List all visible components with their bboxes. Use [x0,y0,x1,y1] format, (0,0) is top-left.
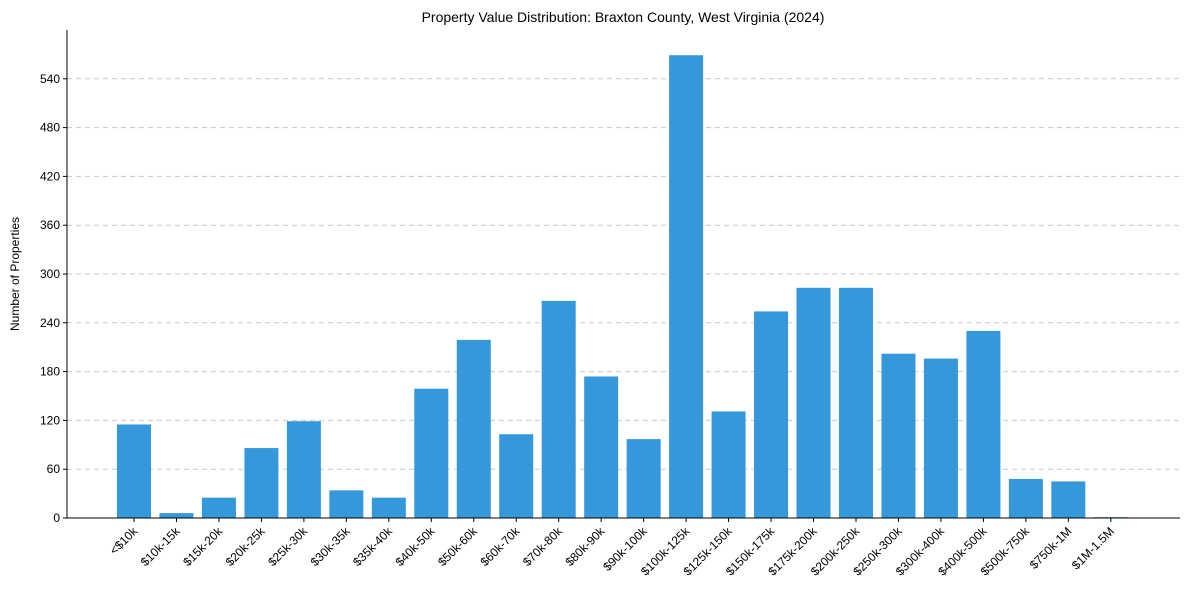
bar [669,55,704,519]
x-tick-label: $40k-50k [393,524,439,570]
bar [456,339,491,518]
y-tick-label: 60 [47,462,61,476]
y-tick-label: 120 [40,413,60,427]
x-tick-label: $750k-1M [1027,524,1075,572]
y-tick-label: 180 [40,365,60,379]
y-tick-label: 0 [53,511,60,525]
bar [1051,481,1086,518]
bar [796,287,831,518]
x-tick-label: <$10k [107,524,141,558]
bar [584,376,619,518]
x-tick-label: $20k-25k [223,524,269,570]
y-axis-label: Number of Properties [8,217,22,331]
bar [371,497,406,518]
x-tick-label: $25k-30k [265,524,311,570]
bar [754,311,789,518]
x-tick-label: $35k-40k [350,524,396,570]
bar [626,439,661,518]
bar [244,448,279,518]
bar [117,424,151,518]
bar [499,434,534,518]
x-tick-layer: <$10k$10k-15k$15k-20k$20k-25k$25k-30k$30… [107,518,1117,578]
bar [541,300,576,518]
bar [881,353,916,518]
chart-title: Property Value Distribution: Braxton Cou… [422,9,825,25]
bar [923,358,958,518]
y-tick-label: 360 [40,218,60,232]
bar [838,287,873,518]
bar [286,421,321,518]
y-tick-label: 300 [40,267,60,281]
bar [966,330,1001,518]
bar [1008,478,1043,518]
y-tick-label: 240 [40,316,60,330]
x-tick-label: $70k-80k [520,524,566,570]
bar [414,388,449,518]
bar [711,411,746,518]
bar [159,513,194,518]
y-tick-label: 420 [40,169,60,183]
bar [329,490,364,518]
y-tick-label: 540 [40,72,60,86]
x-tick-label: $60k-70k [478,524,524,570]
bar [201,497,236,518]
x-tick-label: $30k-35k [308,524,354,570]
y-tick-layer: 0 60 120 180 240 300 360 420 480 540 [40,72,67,525]
x-tick-label: $1M-1.5M [1069,524,1117,572]
y-tick-label: 480 [40,121,60,135]
grid-layer [67,78,1180,470]
x-tick-label: $50k-60k [435,524,481,570]
x-tick-label: $10k-15k [138,524,184,570]
x-tick-label: $15k-20k [180,524,226,570]
bar-layer [117,55,1128,519]
